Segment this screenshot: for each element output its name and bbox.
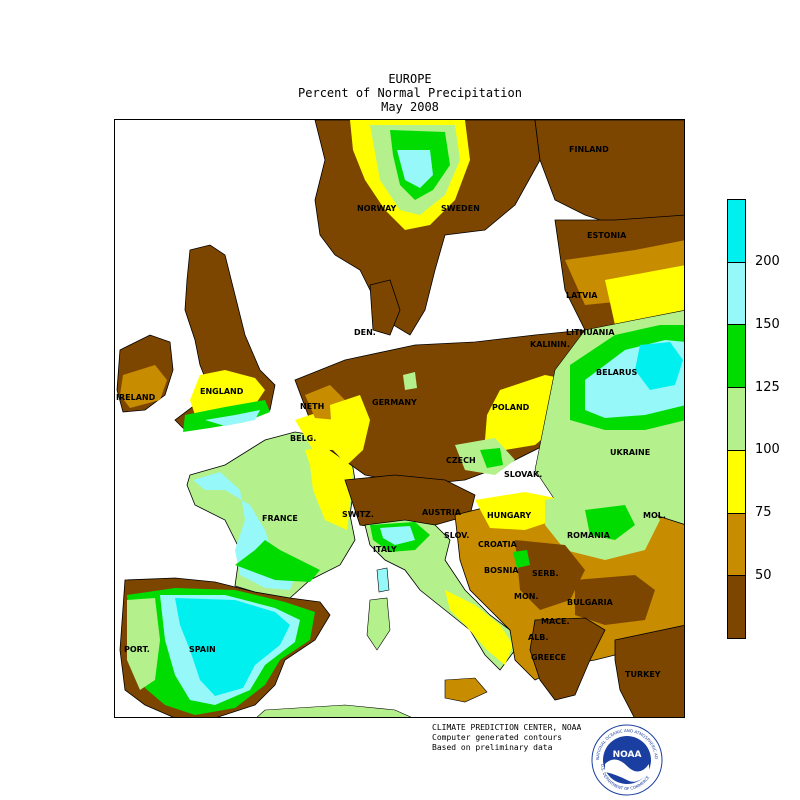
label-alb: ALB. — [528, 633, 549, 642]
label-germany: GERMANY — [372, 398, 417, 407]
label-kalinin: KALININ. — [530, 340, 570, 349]
france-yellow-east — [305, 445, 353, 530]
label-france: FRANCE — [262, 514, 298, 523]
credit-line-3: Based on preliminary data — [432, 743, 553, 752]
label-poland: POLAND — [492, 403, 530, 412]
legend-tick-200: 200 — [755, 254, 780, 269]
bosnia-spot — [513, 550, 530, 568]
noaa-logo-text: NOAA — [613, 750, 642, 760]
label-finland: FINLAND — [569, 145, 609, 154]
italy-very-wet-north — [380, 526, 415, 545]
legend-tick-125: 125 — [755, 380, 780, 395]
germany-west-yellow — [330, 395, 370, 465]
label-turkey: TURKEY — [625, 670, 661, 679]
label-switz: SWITZ. — [342, 510, 374, 519]
label-belarus: BELARUS — [596, 368, 638, 377]
credit-line-1: CLIMATE PREDICTION CENTER, NOAA — [432, 723, 582, 732]
italy-south-yellow — [445, 590, 513, 665]
label-romania: ROMANIA — [567, 531, 610, 540]
label-latvia: LATVIA — [566, 291, 598, 300]
label-sweden: SWEDEN — [441, 204, 480, 213]
iberia-extreme — [175, 598, 290, 696]
label-belg: BELG. — [290, 434, 317, 443]
label-slovak: SLOVAK. — [504, 470, 543, 479]
corsica — [376, 567, 390, 593]
label-croatia: CROATIA — [478, 540, 517, 549]
label-bosnia: BOSNIA — [484, 566, 519, 575]
legend-segment-150-200 — [728, 261, 745, 325]
label-den: DEN. — [354, 328, 376, 337]
ireland-light — [120, 365, 167, 408]
map-period: May 2008 — [381, 100, 439, 114]
legend-segment-75-100 — [728, 449, 745, 513]
label-slov: SLOV. — [444, 531, 470, 540]
label-mol: MOL. — [643, 511, 666, 520]
legend-segment-100-125 — [728, 387, 745, 450]
scandinavia-very-wet — [397, 150, 433, 188]
precipitation-map — [114, 119, 685, 718]
title-region: EUROPE Percent of Normal Precipitation M… — [0, 72, 800, 114]
hungary-yellow — [475, 492, 555, 530]
label-ukraine: UKRAINE — [610, 448, 651, 457]
label-italy: ITALY — [373, 545, 397, 554]
greece-land — [529, 617, 606, 701]
label-port: PORT. — [124, 645, 150, 654]
label-estonia: ESTONIA — [587, 231, 627, 240]
belgium-yellow — [295, 410, 340, 450]
label-spain: SPAIN — [189, 645, 216, 654]
romania-wet — [585, 505, 635, 540]
legend-tick-75: 75 — [755, 505, 772, 520]
sardinia — [366, 597, 391, 651]
label-austria: AUSTRIA — [422, 508, 461, 517]
belarus-extreme — [635, 342, 683, 390]
label-lithuania: LITHUANIA — [566, 328, 615, 337]
map-svg — [116, 120, 684, 717]
legend-segment-125-150 — [728, 324, 745, 388]
legend-tick-150: 150 — [755, 317, 780, 332]
turkey-land — [614, 625, 684, 717]
label-bulgaria: BULGARIA — [567, 598, 613, 607]
serbia-dry — [515, 540, 585, 610]
map-subtitle: Percent of Normal Precipitation — [298, 86, 522, 100]
label-mon: MON. — [514, 592, 539, 601]
label-greece: GREECE — [531, 653, 566, 662]
legend-segment-50-75 — [728, 512, 745, 576]
noaa-logo: NOAA NATIONAL OCEANIC AND ATMOSPHERIC AD… — [591, 724, 663, 796]
germany-spot — [403, 372, 417, 390]
legend-segment-above-200 — [728, 200, 745, 262]
credit-line-2: Computer generated contours — [432, 733, 563, 742]
label-neth: NETH — [300, 402, 325, 411]
label-ireland: IRELAND — [116, 393, 156, 402]
label-czech: CZECH — [446, 456, 476, 465]
portugal-strip — [127, 598, 160, 690]
sicily — [444, 677, 488, 703]
map-region-title: EUROPE — [388, 72, 432, 86]
label-serb: SERB. — [532, 569, 559, 578]
denmark-land — [369, 279, 401, 336]
label-england: ENGLAND — [200, 387, 244, 396]
baltics-yellow — [605, 265, 684, 325]
label-norway: NORWAY — [357, 204, 397, 213]
france-wet-band — [235, 540, 320, 582]
legend-segment-below-50 — [728, 575, 745, 639]
bulgaria-land — [575, 575, 655, 625]
legend-tick-50: 50 — [755, 568, 772, 583]
label-hungary: HUNGARY — [487, 511, 532, 520]
color-legend — [727, 199, 746, 639]
czech-wet — [480, 448, 503, 468]
north-africa-land — [256, 704, 412, 717]
england-south-wet — [183, 400, 270, 432]
england-south-very-wet — [205, 410, 260, 426]
label-mace: MACE. — [541, 617, 570, 626]
legend-tick-100: 100 — [755, 442, 780, 457]
